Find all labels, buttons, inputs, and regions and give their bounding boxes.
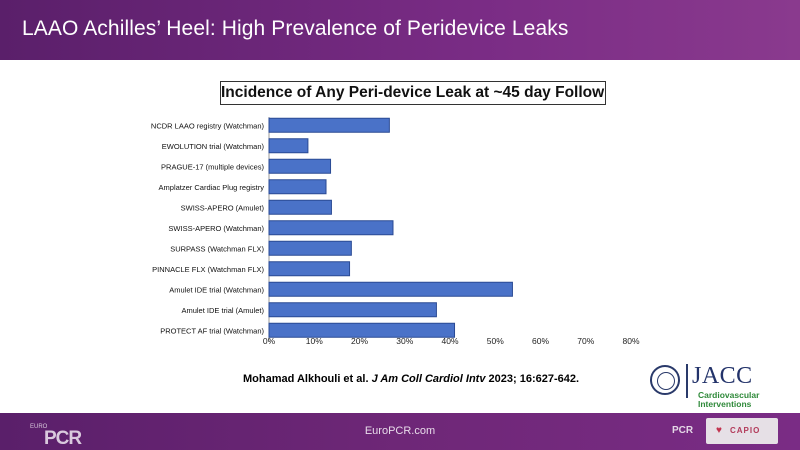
jacc-subtitle-1: Cardiovascular — [698, 390, 760, 400]
jacc-subtitle-2: Interventions — [698, 399, 752, 409]
jacc-seal-icon — [650, 365, 680, 395]
slide-header: LAAO Achilles’ Heel: High Prevalence of … — [0, 0, 800, 60]
category-label-2: PRAGUE-17 (multiple devices) — [161, 162, 264, 171]
x-tick-label-8: 80% — [622, 336, 639, 346]
chart-title: Incidence of Any Peri-device Leak at ~45… — [220, 81, 606, 105]
citation: Mohamad Alkhouli et al. J Am Coll Cardio… — [243, 373, 579, 385]
bar-8 — [268, 281, 513, 297]
footer-url[interactable]: EuroPCR.com — [364, 425, 436, 437]
bar-10 — [268, 322, 456, 338]
category-label-8: Amulet IDE trial (Watchman) — [169, 285, 264, 294]
citation-details: 2023; 16:627-642. — [488, 373, 580, 385]
x-tick-label-3: 30% — [396, 336, 413, 346]
europcr-logo-text: PCR — [44, 428, 82, 449]
x-tick-label-7: 70% — [577, 336, 594, 346]
x-tick-label-0: 0% — [263, 336, 276, 346]
category-label-4: SWISS-APERO (Amulet) — [181, 203, 265, 212]
europcr-logo: EURO PCR — [30, 424, 82, 449]
category-label-3: Amplatzer Cardiac Plug registry — [159, 183, 265, 192]
bar-6 — [268, 240, 352, 256]
slide-footer: EURO PCR EuroPCR.com PCR ♥ CAPIO — [0, 413, 800, 450]
category-label-7: PINNACLE FLX (Watchman FLX) — [152, 265, 264, 274]
citation-authors: Mohamad Alkhouli et al. — [243, 373, 369, 385]
slide-title: LAAO Achilles’ Heel: High Prevalence of … — [22, 17, 569, 40]
category-label-1: EWOLUTION trial (Watchman) — [162, 142, 265, 151]
category-label-5: SWISS-APERO (Watchman) — [168, 224, 264, 233]
bar-0 — [268, 117, 390, 133]
x-tick-label-5: 50% — [487, 336, 504, 346]
category-label-9: Amulet IDE trial (Amulet) — [181, 306, 264, 315]
heart-icon: ♥ — [716, 425, 722, 436]
jacc-wordmark: JACC — [692, 363, 753, 389]
category-label-10: PROTECT AF trial (Watchman) — [160, 326, 264, 335]
bar-7 — [268, 261, 351, 277]
partner-logo: ♥ CAPIO — [706, 418, 778, 444]
partner-logo-text: CAPIO — [730, 426, 761, 435]
x-tick-label-2: 20% — [351, 336, 368, 346]
pcr-logo-right: PCR — [672, 425, 694, 436]
bar-4 — [268, 199, 332, 215]
x-tick-label-1: 10% — [306, 336, 323, 346]
x-tick-label-6: 60% — [532, 336, 549, 346]
bar-9 — [268, 302, 437, 318]
x-tick-label-4: 40% — [441, 336, 458, 346]
citation-journal: J Am Coll Cardiol Intv — [371, 373, 486, 385]
bar-5 — [268, 220, 394, 236]
bar-2 — [268, 158, 332, 174]
jacc-logo: JACC Cardiovascular Interventions — [648, 362, 790, 409]
category-label-0: NCDR LAAO registry (Watchman) — [151, 121, 265, 130]
bar-1 — [268, 138, 309, 154]
bar-3 — [268, 179, 327, 195]
category-label-6: SURPASS (Watchman FLX) — [170, 244, 264, 253]
